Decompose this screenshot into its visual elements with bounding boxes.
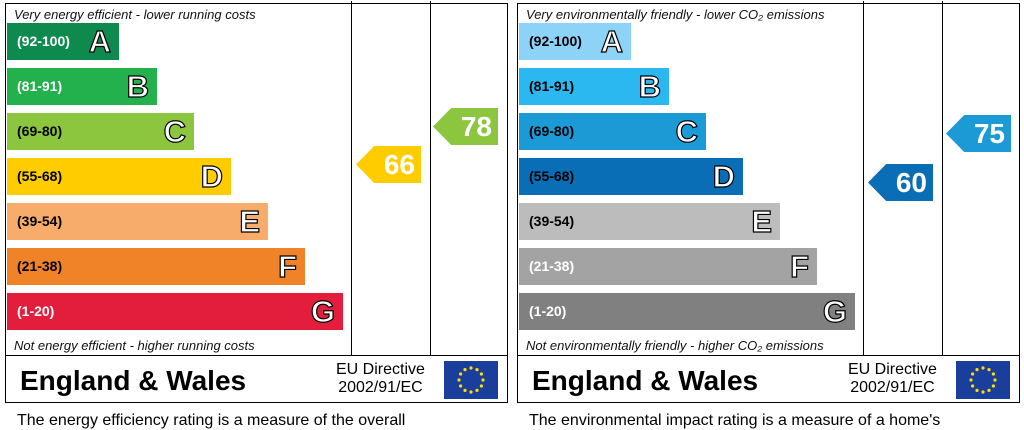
band-range: (21-38) [17, 258, 63, 274]
flag-star [475, 368, 479, 372]
rating-band: (55-68) D [7, 158, 231, 195]
flag-star [469, 366, 473, 370]
band-letter: G [310, 293, 335, 329]
rating-band: (55-68) D [519, 158, 743, 195]
flag-star [479, 372, 483, 376]
description: The environmental impact rating is a mea… [529, 412, 941, 429]
chart-frame [517, 1, 1020, 356]
rating-band: (1-20) G [519, 293, 855, 330]
top-note: Very environmentally friendly - lower CO… [526, 7, 825, 22]
band-letter: C [163, 113, 187, 149]
rating-band: (21-38) F [519, 248, 817, 285]
description: The energy efficiency rating is a measur… [17, 412, 406, 429]
eu-flag [956, 361, 1010, 399]
band-letter: B [126, 68, 150, 104]
flag-star [469, 390, 473, 394]
band-range: (92-100) [17, 33, 70, 49]
rating-band: (69-80) C [519, 113, 706, 150]
band-range: (69-80) [529, 123, 575, 139]
eu-flag [444, 361, 498, 399]
flag-star [459, 384, 463, 388]
flag-star [971, 384, 975, 388]
rating-band: (92-100) A [7, 23, 119, 60]
rating-band: (21-38) F [7, 248, 305, 285]
band-range: (55-68) [529, 168, 575, 184]
flag-star [457, 378, 461, 382]
band-letter: E [751, 203, 773, 239]
flag-star [479, 384, 483, 388]
column-line [863, 1, 864, 356]
directive-line: EU Directive [848, 361, 937, 378]
rating-band: (39-54) E [519, 203, 780, 240]
flag-star [981, 390, 985, 394]
bottom-note: Not environmentally friendly - higher CO… [526, 338, 824, 353]
band-letter: D [200, 158, 224, 194]
band-range: (21-38) [529, 258, 575, 274]
band-letter: G [822, 293, 847, 329]
column-line [351, 1, 352, 356]
epc-panel: Very environmentally friendly - lower CO… [517, 0, 1020, 429]
band-range: (92-100) [529, 33, 582, 49]
flag-star [987, 368, 991, 372]
band-range: (39-54) [17, 213, 63, 229]
flag-star [975, 368, 979, 372]
directive: EU Directive 2002/91/EC [336, 361, 425, 397]
current-rating: 66 [356, 146, 421, 183]
directive-line: 2002/91/EC [338, 379, 423, 396]
column-line [430, 1, 431, 356]
band-range: (69-80) [17, 123, 63, 139]
flag-star [475, 388, 479, 392]
band-letter: A [88, 23, 112, 59]
flag-star [975, 388, 979, 392]
top-note: Very energy efficient - lower running co… [14, 7, 256, 22]
flag-star [971, 372, 975, 376]
flag-star [987, 388, 991, 392]
flag-star [991, 372, 995, 376]
band-letter: F [789, 248, 809, 284]
band-range: (1-20) [17, 303, 55, 319]
flag-star [459, 372, 463, 376]
rating-band: (69-80) C [7, 113, 194, 150]
band-letter: D [712, 158, 736, 194]
epc-panel: Very energy efficient - lower running co… [5, 0, 508, 429]
band-range: (1-20) [529, 303, 567, 319]
rating-band: (81-91) B [519, 68, 669, 105]
region: England & Wales [20, 365, 247, 396]
band-letter: E [239, 203, 261, 239]
flag-star [481, 378, 485, 382]
flag-star [463, 388, 467, 392]
rating-band: (92-100) A [519, 23, 631, 60]
band-range: (55-68) [17, 168, 63, 184]
band-range: (81-91) [17, 78, 63, 94]
rating-band: (39-54) E [7, 203, 268, 240]
footer-box: England & Wales EU Directive 2002/91/EC [5, 355, 508, 403]
band-range: (81-91) [529, 78, 575, 94]
band-letter: A [600, 23, 624, 59]
chart-frame [5, 1, 508, 356]
directive-line: EU Directive [336, 361, 425, 378]
bottom-note: Not energy efficient - higher running co… [14, 338, 255, 353]
flag-star [981, 366, 985, 370]
band-letter: C [675, 113, 699, 149]
directive-line: 2002/91/EC [850, 379, 935, 396]
directive: EU Directive 2002/91/EC [848, 361, 937, 397]
flag-star [463, 368, 467, 372]
column-line [942, 1, 943, 356]
band-letter: B [638, 68, 662, 104]
region: England & Wales [532, 365, 759, 396]
flag-star [993, 378, 997, 382]
rating-band: (1-20) G [7, 293, 343, 330]
flag-star [969, 378, 973, 382]
flag-star [991, 384, 995, 388]
band-letter: F [277, 248, 297, 284]
rating-band: (81-91) B [7, 68, 157, 105]
band-range: (39-54) [529, 213, 575, 229]
footer-box: England & Wales EU Directive 2002/91/EC [517, 355, 1020, 403]
